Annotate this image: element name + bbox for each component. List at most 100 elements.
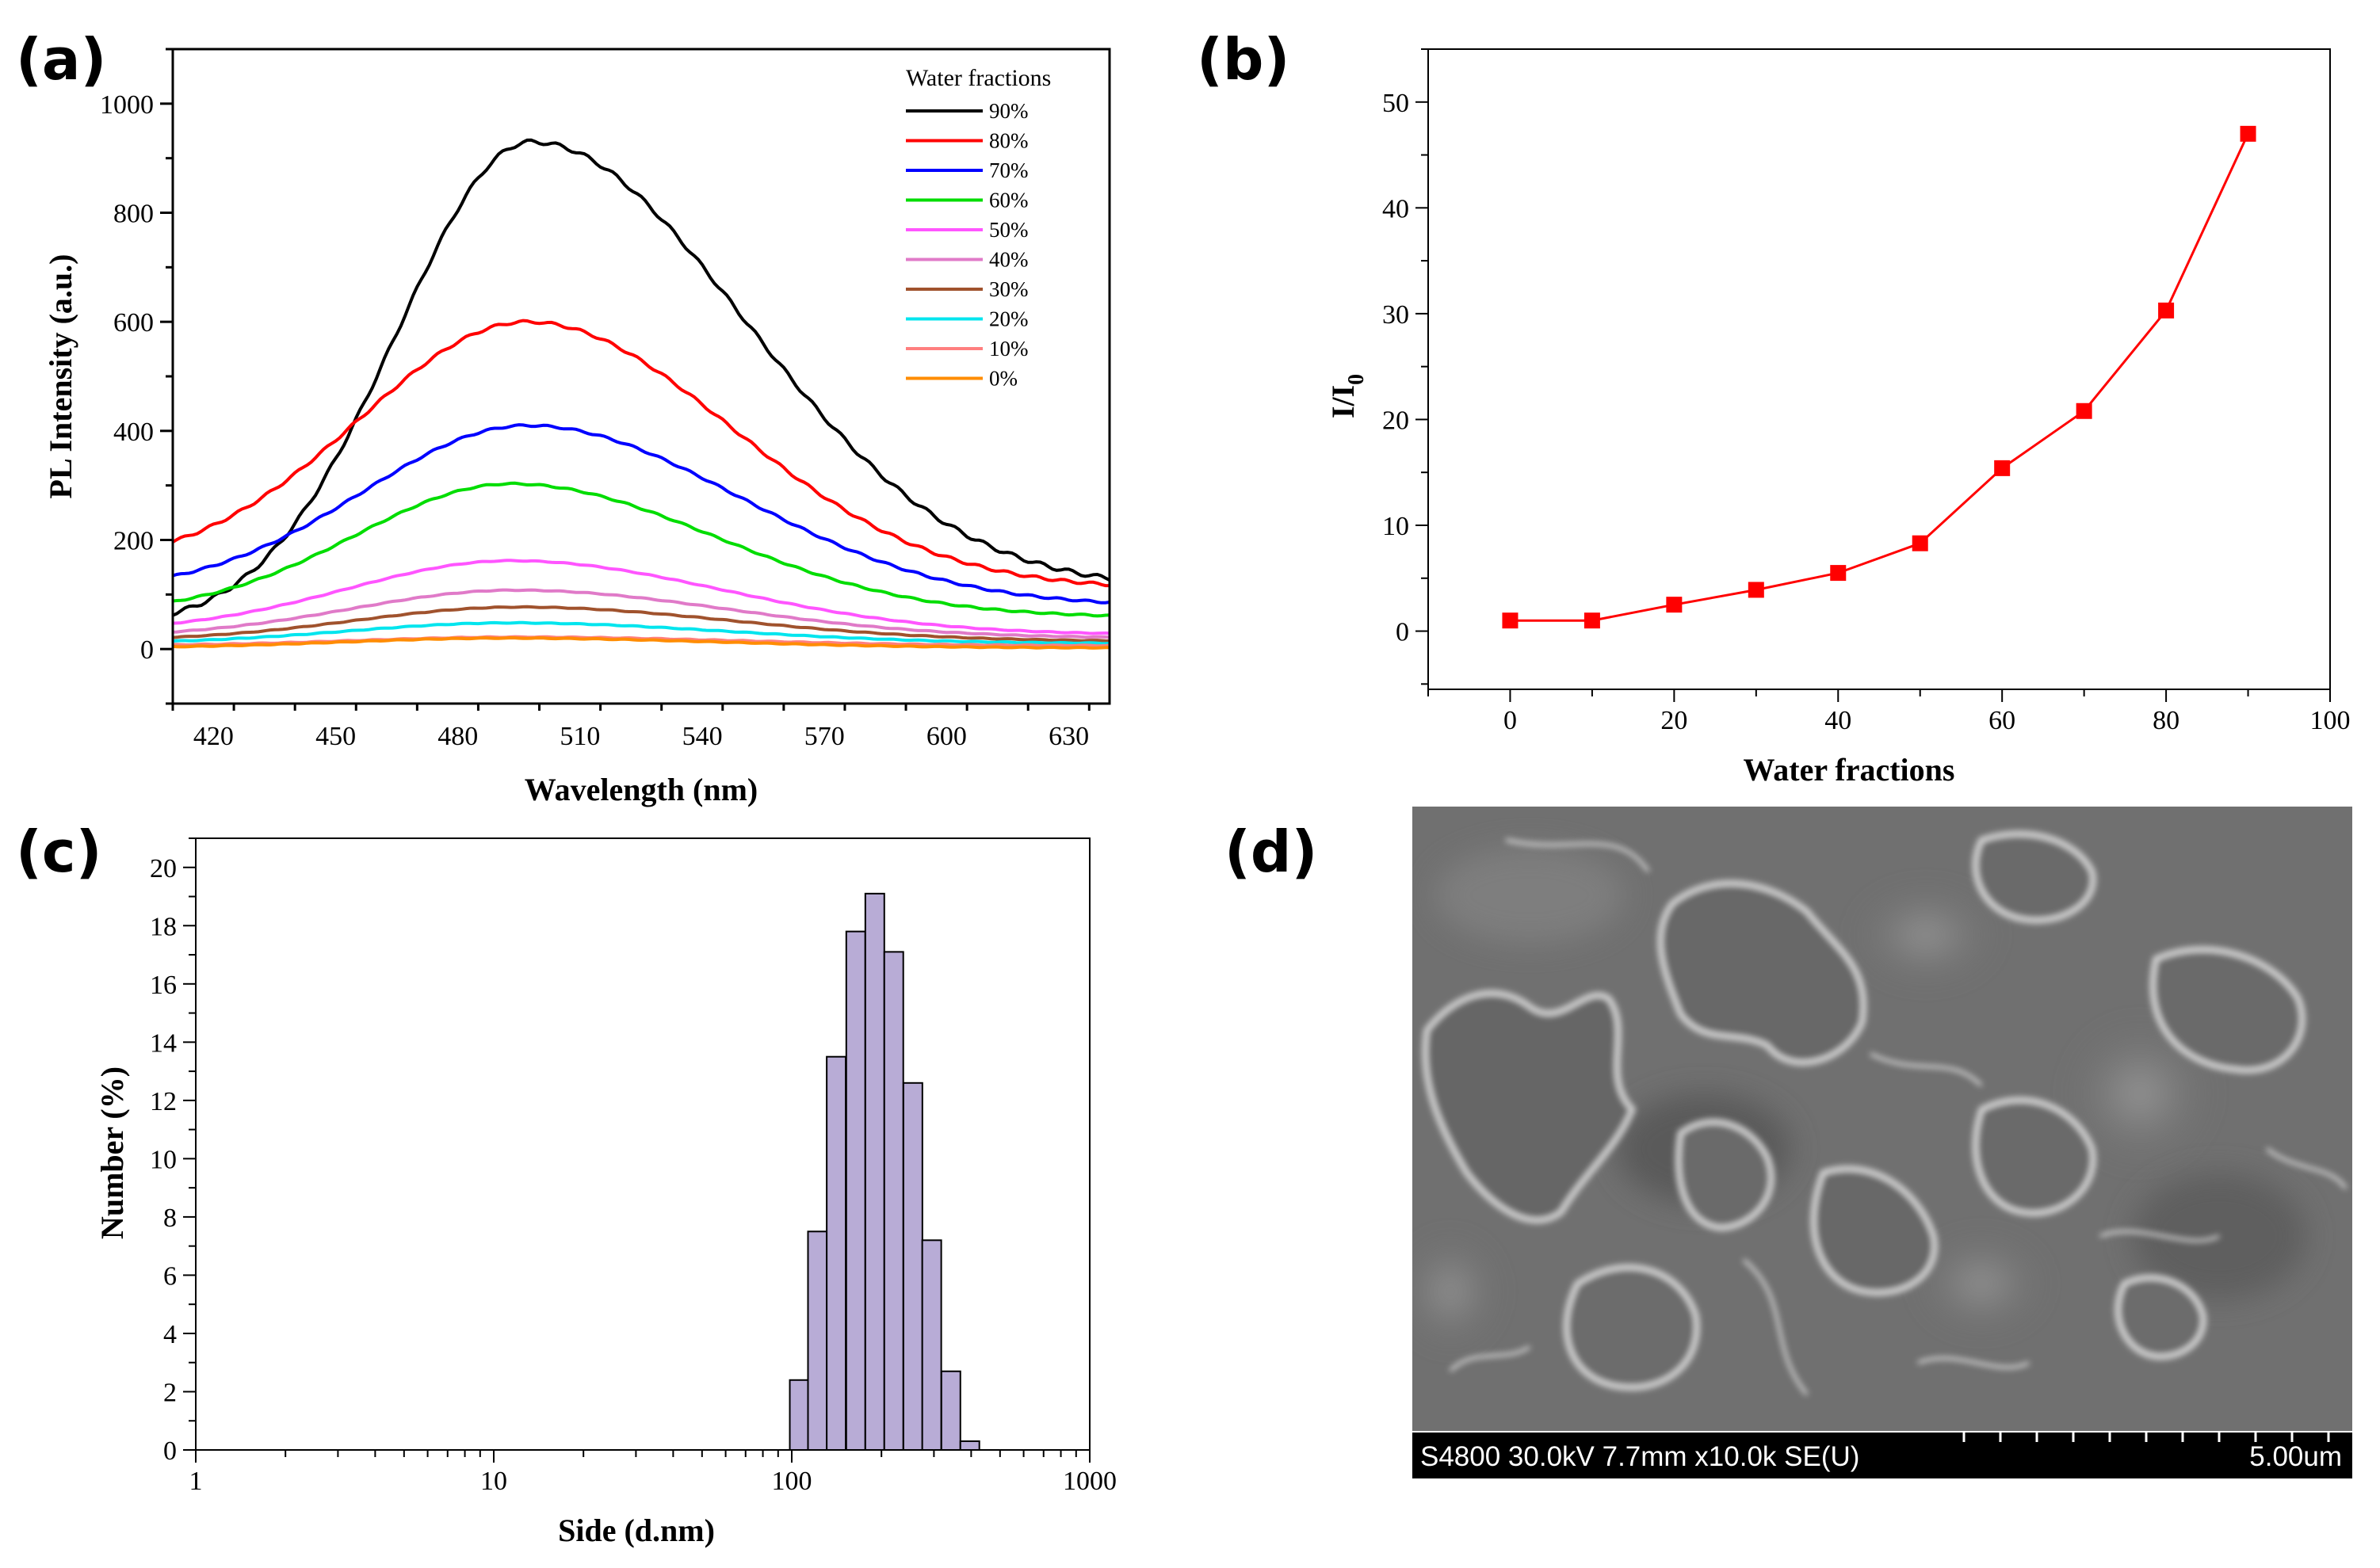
- axes-c: 1 10 100 1000 0 2 4 6 8 10 12 14 16 18 20: [150, 837, 1117, 1496]
- y-tick-label-a: 600: [113, 308, 154, 338]
- pl-line-90pct: [173, 138, 1110, 617]
- histogram-bar: [959, 1440, 980, 1452]
- legend-label-a: 80%: [989, 129, 1029, 153]
- y-tick-label-c: 10: [150, 1145, 177, 1174]
- histogram-bar: [807, 1230, 828, 1452]
- y-axis-title-b: I/I0: [1325, 374, 1369, 418]
- x-tick-label-a: 450: [315, 722, 356, 751]
- histogram-bar: [940, 1370, 961, 1451]
- ratio-point: [1583, 612, 1600, 629]
- ratio-series: [1502, 125, 2256, 629]
- ratio-point: [2076, 402, 2092, 419]
- panel-b: (b) 0 20 40 60 80 100 0 10 20 30 40 50 Water fracti…: [1197, 26, 2351, 788]
- histogram-bar: [902, 1082, 923, 1452]
- y-tick-label-c: 16: [150, 971, 177, 1000]
- x-tick-label-a: 540: [682, 722, 723, 751]
- y-tick-label-c: 6: [163, 1261, 177, 1291]
- x-tick-label-b: 60: [1988, 706, 2015, 735]
- y-axis-title-b-main: I/I: [1325, 385, 1361, 418]
- legend-label-a: 40%: [989, 248, 1029, 272]
- y-tick-label-c: 0: [163, 1436, 177, 1466]
- legend-label-a: 90%: [989, 99, 1029, 123]
- ratio-point: [1912, 535, 1928, 551]
- histogram-bar: [921, 1239, 942, 1452]
- x-axis-title-c: Side (d.nm): [558, 1513, 715, 1548]
- pl-line-60pct: [173, 481, 1110, 618]
- x-tick-label-a: 480: [437, 722, 478, 751]
- y-tick-label-a: 800: [113, 200, 154, 229]
- legend-label-a: 50%: [989, 218, 1029, 242]
- x-tick-label-b: 100: [2310, 706, 2351, 735]
- legend-title-a: Water fractions: [906, 65, 1051, 91]
- ratio-point: [1666, 597, 1683, 613]
- pl-line-30pct: [173, 605, 1110, 643]
- legend-label-a: 60%: [989, 189, 1029, 212]
- x-tick-label-b: 0: [1503, 706, 1517, 735]
- x-axis-title-a: Wavelength (nm): [525, 772, 758, 807]
- x-tick-label-a: 600: [926, 722, 967, 751]
- size-histogram: [789, 892, 980, 1452]
- legend-label-a: 30%: [989, 277, 1029, 301]
- y-tick-label-b: 50: [1382, 89, 1409, 118]
- ratio-point: [2240, 125, 2256, 142]
- svg-text:I/I0: I/I0: [1325, 374, 1369, 418]
- histogram-bar: [883, 951, 904, 1452]
- pl-line-20pct: [173, 620, 1110, 646]
- y-tick-label-c: 4: [163, 1320, 177, 1349]
- sem-image: [1412, 807, 2352, 1431]
- sem-info-text: S4800 30.0kV 7.7mm x10.0k SE(U): [1420, 1441, 1859, 1472]
- x-tick-label-a: 510: [560, 722, 600, 751]
- y-tick-label-c: 8: [163, 1204, 177, 1233]
- panel-c: (c) 1 10 100 1000 0 2 4 6 8 10 12 14 16 18 20 Side (d.…: [16, 818, 1117, 1548]
- y-tick-label-b: 30: [1382, 300, 1409, 330]
- x-tick-label-c: 1000: [1063, 1467, 1117, 1496]
- axes-b: 0 20 40 60 80 100 0 10 20 30 40 50: [1382, 48, 2351, 735]
- x-axis-title-b: Water fractions: [1744, 752, 1955, 788]
- legend-label-a: 0%: [989, 367, 1018, 391]
- y-tick-label-c: 18: [150, 912, 177, 941]
- x-tick-label-b: 40: [1824, 706, 1851, 735]
- pl-spectra: [173, 138, 1110, 650]
- pl-line-0pct: [173, 635, 1110, 650]
- legend-label-a: 70%: [989, 158, 1029, 182]
- y-tick-label-b: 0: [1396, 618, 1409, 647]
- sem-scale-ticks: [1962, 1433, 2330, 1442]
- x-tick-label-c: 100: [772, 1467, 812, 1496]
- x-tick-label-b: 20: [1660, 706, 1687, 735]
- panel-a: (a) 420 450 480 510 540 570 600 630 0 200 400 600 80…: [16, 26, 1111, 807]
- y-tick-label-a: 400: [113, 418, 154, 447]
- ratio-point: [1748, 582, 1764, 598]
- y-axis-title-b-sub: 0: [1344, 374, 1369, 385]
- y-tick-label-b: 20: [1382, 406, 1409, 435]
- ratio-line: [1510, 133, 2249, 622]
- y-axis-title-a: PL Intensity (a.u.): [43, 254, 78, 499]
- plot-frame-c: [195, 837, 1091, 1451]
- y-tick-label-c: 14: [150, 1028, 177, 1058]
- x-tick-label-b: 80: [2153, 706, 2179, 735]
- axes-a: 420 450 480 510 540 570 600 630 0 200 400 600 800 100…: [100, 48, 1111, 751]
- y-axis-title-c: Number (%): [94, 1066, 130, 1239]
- plot-frame-b: [1427, 48, 2331, 690]
- legend-label-a: 20%: [989, 307, 1029, 331]
- y-tick-label-a: 1000: [100, 90, 154, 120]
- histogram-bar: [845, 930, 866, 1451]
- ratio-point: [1502, 612, 1519, 629]
- x-tick-label-a: 570: [804, 722, 845, 751]
- y-tick-label-b: 10: [1382, 512, 1409, 541]
- legend-label-a: 10%: [989, 337, 1029, 361]
- x-tick-label-a: 630: [1049, 722, 1089, 751]
- panel-label-d: (d): [1224, 818, 1317, 885]
- histogram-bar: [789, 1379, 810, 1452]
- y-tick-label-c: 2: [163, 1378, 177, 1407]
- panel-d: (d): [1224, 807, 2352, 1478]
- histogram-bar: [826, 1055, 847, 1451]
- x-tick-label-c: 10: [480, 1467, 507, 1496]
- pl-line-80pct: [173, 319, 1110, 588]
- x-tick-label-a: 420: [193, 722, 234, 751]
- ratio-point: [1994, 460, 2011, 476]
- y-tick-label-c: 12: [150, 1087, 177, 1116]
- pl-line-40pct: [173, 588, 1110, 639]
- sem-scale-label: 5.00um: [2249, 1441, 2342, 1472]
- legend-a: Water fractions 90% 80% 70% 60% 50% 40% 30% 20%…: [906, 65, 1051, 391]
